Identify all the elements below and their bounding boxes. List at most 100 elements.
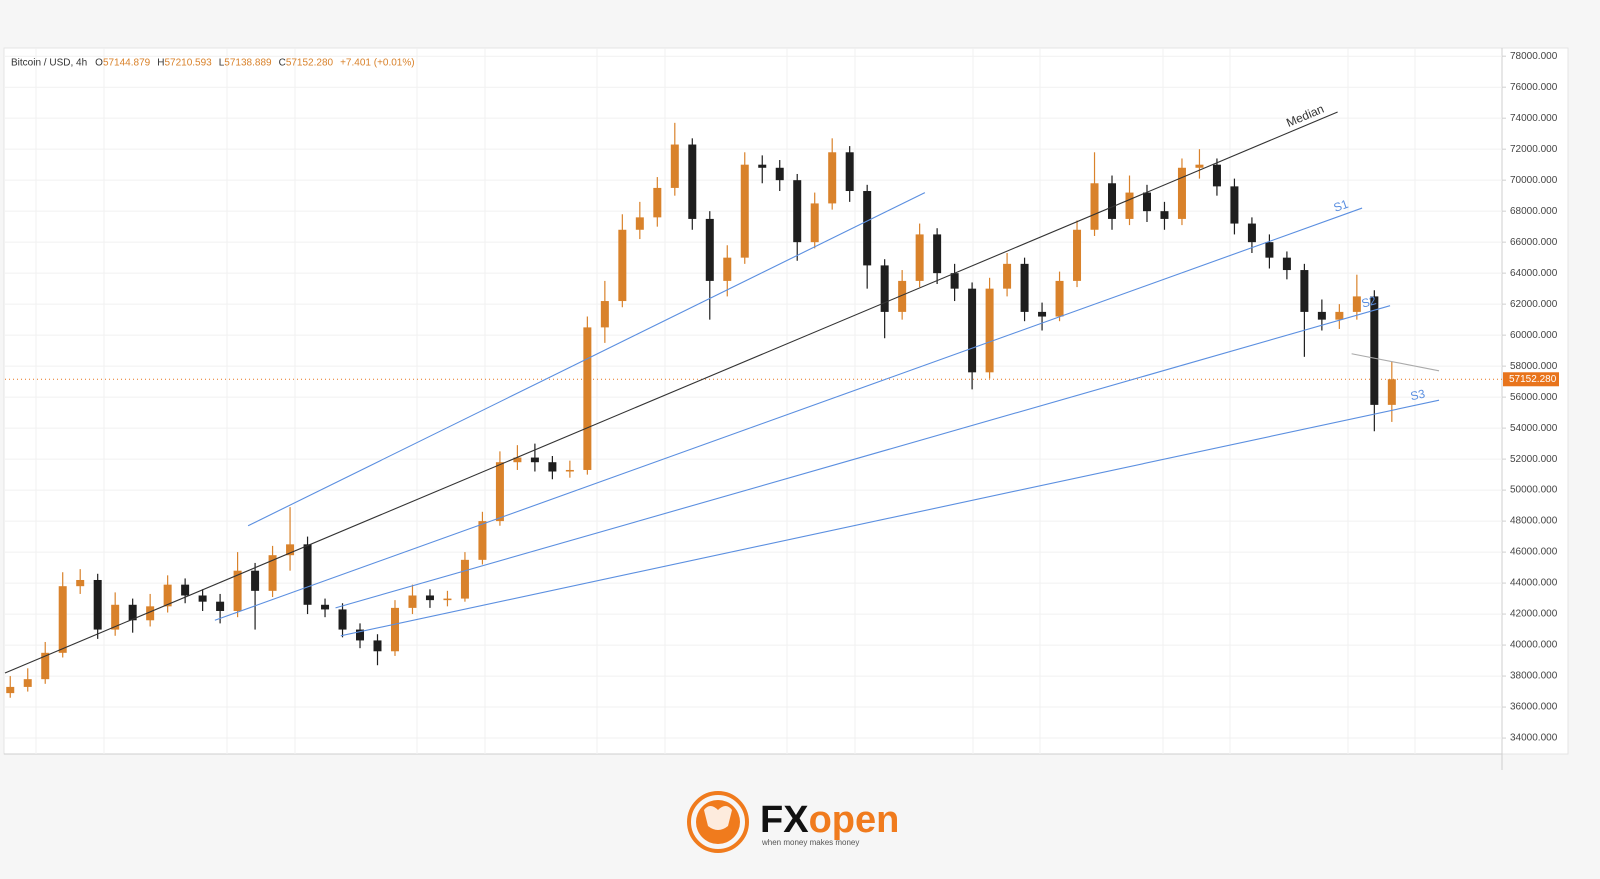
candle-body bbox=[1247, 223, 1256, 243]
candle-body bbox=[548, 462, 557, 472]
candle-body bbox=[740, 164, 749, 258]
candle-body bbox=[216, 601, 225, 611]
candle-body bbox=[1352, 296, 1361, 312]
candle-body bbox=[356, 629, 365, 641]
candle-body bbox=[1003, 263, 1012, 289]
candle-body bbox=[1160, 211, 1169, 219]
trend-line bbox=[247, 192, 926, 527]
candle-body bbox=[128, 604, 137, 621]
candle-body bbox=[373, 640, 382, 652]
y-tick-label: 76000.000 bbox=[1510, 82, 1558, 93]
candle-body bbox=[1335, 311, 1344, 320]
y-tick-label: 72000.000 bbox=[1510, 144, 1558, 155]
candle-body bbox=[968, 288, 977, 373]
candle-body bbox=[583, 327, 592, 470]
y-tick-label: 70000.000 bbox=[1510, 175, 1558, 186]
candle-body bbox=[933, 234, 942, 274]
candle-body bbox=[600, 301, 609, 328]
candle-body bbox=[1108, 183, 1117, 219]
y-tick-label: 42000.000 bbox=[1510, 609, 1558, 620]
legend-change: +7.401 (+0.01%) bbox=[340, 58, 415, 69]
trend-line bbox=[340, 399, 1440, 637]
candle-body bbox=[1212, 164, 1221, 187]
brand-name: open bbox=[809, 799, 900, 841]
candle-body bbox=[6, 686, 15, 694]
candle-body bbox=[181, 584, 190, 596]
grid: 34000.000 36000.000 38000.000 40000.000 4200… bbox=[5, 48, 1558, 754]
candle-body bbox=[1125, 192, 1134, 219]
brand-name: FX bbox=[760, 799, 809, 841]
candle-body bbox=[111, 604, 120, 630]
y-tick-label: 74000.000 bbox=[1510, 113, 1558, 124]
candle-body bbox=[23, 679, 32, 687]
candle-body bbox=[198, 595, 207, 602]
candle-body bbox=[338, 609, 347, 630]
candle-body bbox=[915, 234, 924, 281]
candle-body bbox=[635, 217, 644, 230]
candle-body bbox=[810, 203, 819, 243]
trend-line-label: S3 bbox=[1409, 387, 1427, 404]
candle-body bbox=[1387, 379, 1396, 405]
candle-body bbox=[688, 144, 697, 219]
candle-body bbox=[530, 457, 539, 463]
y-tick-label: 60000.000 bbox=[1510, 330, 1558, 341]
legend-key: O bbox=[95, 58, 103, 69]
candle-body bbox=[758, 164, 767, 168]
price-label-box bbox=[1503, 372, 1559, 387]
candle-body bbox=[41, 652, 50, 680]
candle-body bbox=[495, 462, 504, 522]
y-tick-label: 64000.000 bbox=[1510, 268, 1558, 279]
candle-body bbox=[1370, 296, 1379, 405]
candle-body bbox=[653, 187, 662, 218]
candle-body bbox=[1020, 263, 1029, 312]
trend-line bbox=[1351, 353, 1440, 372]
candle-body bbox=[1265, 242, 1274, 258]
logo: FX open when money makes money bbox=[687, 791, 900, 853]
candle-body bbox=[618, 229, 627, 302]
candle-body bbox=[1282, 257, 1291, 271]
candle-body bbox=[390, 607, 399, 652]
candle-body bbox=[286, 544, 295, 556]
trend-line-label: S2 bbox=[1360, 293, 1378, 311]
candle-body bbox=[251, 570, 260, 591]
candle-body bbox=[303, 544, 312, 605]
candle-body bbox=[163, 584, 172, 607]
y-tick-label: 48000.000 bbox=[1510, 516, 1558, 527]
candle-body bbox=[670, 144, 679, 188]
candle-body bbox=[1300, 270, 1309, 312]
legend-key: L bbox=[219, 58, 225, 69]
candle-body bbox=[950, 273, 959, 289]
candle-body bbox=[478, 521, 487, 560]
trend-line bbox=[214, 207, 1363, 621]
candle-body bbox=[58, 586, 67, 653]
candle-body bbox=[1195, 164, 1204, 168]
candle-body bbox=[233, 570, 242, 611]
brand-tagline: when money makes money bbox=[761, 838, 859, 847]
header: Bitcoin / USD, 4h O 57144.879 H 57210.593 L 57… bbox=[11, 58, 415, 69]
trend-line bbox=[4, 111, 1338, 674]
candle-body bbox=[513, 457, 522, 463]
candle-body bbox=[880, 265, 889, 312]
legend-value: 57152.280 bbox=[286, 58, 334, 69]
legend-key: C bbox=[279, 58, 286, 69]
y-tick-label: 36000.000 bbox=[1510, 702, 1558, 713]
candle-body bbox=[863, 191, 872, 266]
price-label: 57152.280 bbox=[1509, 374, 1557, 385]
candle-body bbox=[1317, 311, 1326, 320]
candle-body bbox=[1073, 229, 1082, 281]
candle-body bbox=[845, 152, 854, 192]
y-tick-label: 46000.000 bbox=[1510, 547, 1558, 558]
y-tick-label: 78000.000 bbox=[1510, 51, 1558, 62]
candle-body bbox=[898, 280, 907, 312]
y-tick-label: 40000.000 bbox=[1510, 640, 1558, 651]
candle-body bbox=[76, 579, 85, 587]
chart-title: Bitcoin / USD, 4h bbox=[11, 58, 87, 69]
candle-body bbox=[1090, 183, 1099, 230]
trend-line bbox=[335, 305, 1391, 609]
y-tick-label: 56000.000 bbox=[1510, 392, 1558, 403]
legend-key: H bbox=[157, 58, 164, 69]
candle-body bbox=[565, 469, 574, 472]
y-tick-label: 66000.000 bbox=[1510, 237, 1558, 248]
